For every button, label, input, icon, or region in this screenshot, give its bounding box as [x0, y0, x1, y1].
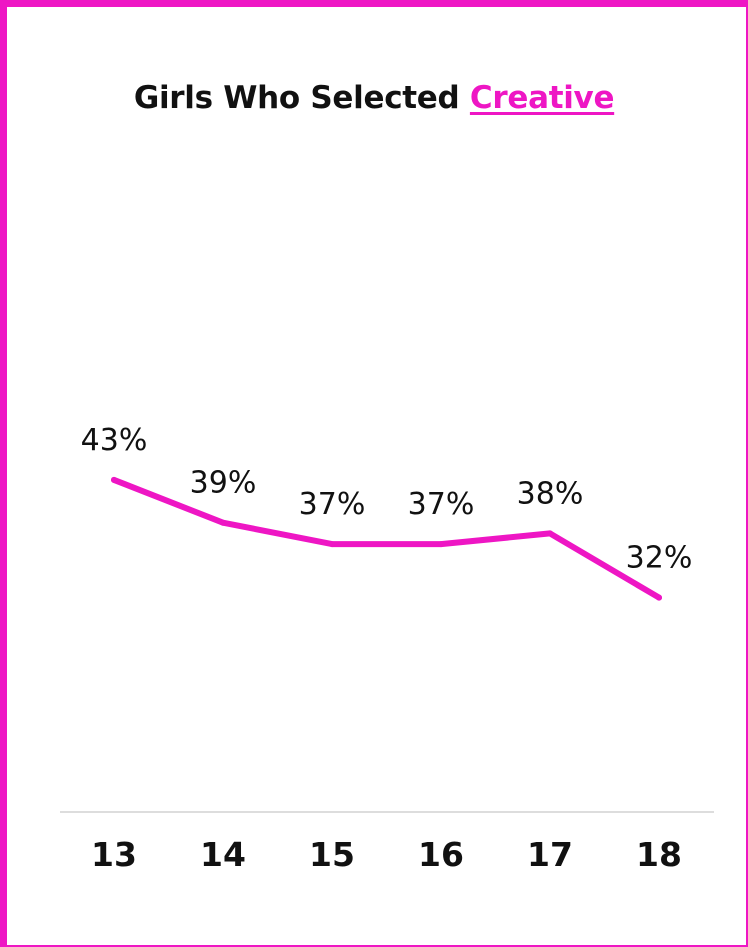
- data-label-13: 43%: [81, 423, 148, 458]
- data-point-18: [656, 594, 662, 601]
- data-point-14: [220, 519, 226, 526]
- chart-title: Girls Who Selected Creative: [0, 80, 748, 116]
- x-tick-label-14: 14: [200, 835, 246, 874]
- data-point-13: [111, 476, 117, 483]
- x-tick-label-15: 15: [309, 835, 355, 874]
- data-label-14: 39%: [190, 466, 257, 501]
- data-label-17: 38%: [517, 476, 584, 511]
- x-tick-label-17: 17: [527, 835, 573, 874]
- series-line: [111, 476, 662, 601]
- title-highlight: Creative: [469, 80, 615, 116]
- data-point-15: [329, 541, 335, 548]
- data-label-15: 37%: [299, 487, 366, 522]
- x-tick-label-16: 16: [418, 835, 464, 874]
- data-point-17: [547, 530, 553, 537]
- data-point-16: [438, 541, 444, 548]
- data-label-16: 37%: [408, 487, 475, 522]
- x-tick-label-18: 18: [636, 835, 682, 874]
- x-tick-label-13: 13: [91, 835, 137, 874]
- title-prefix: Girls Who Selected: [133, 80, 470, 116]
- data-label-18: 32%: [626, 541, 693, 576]
